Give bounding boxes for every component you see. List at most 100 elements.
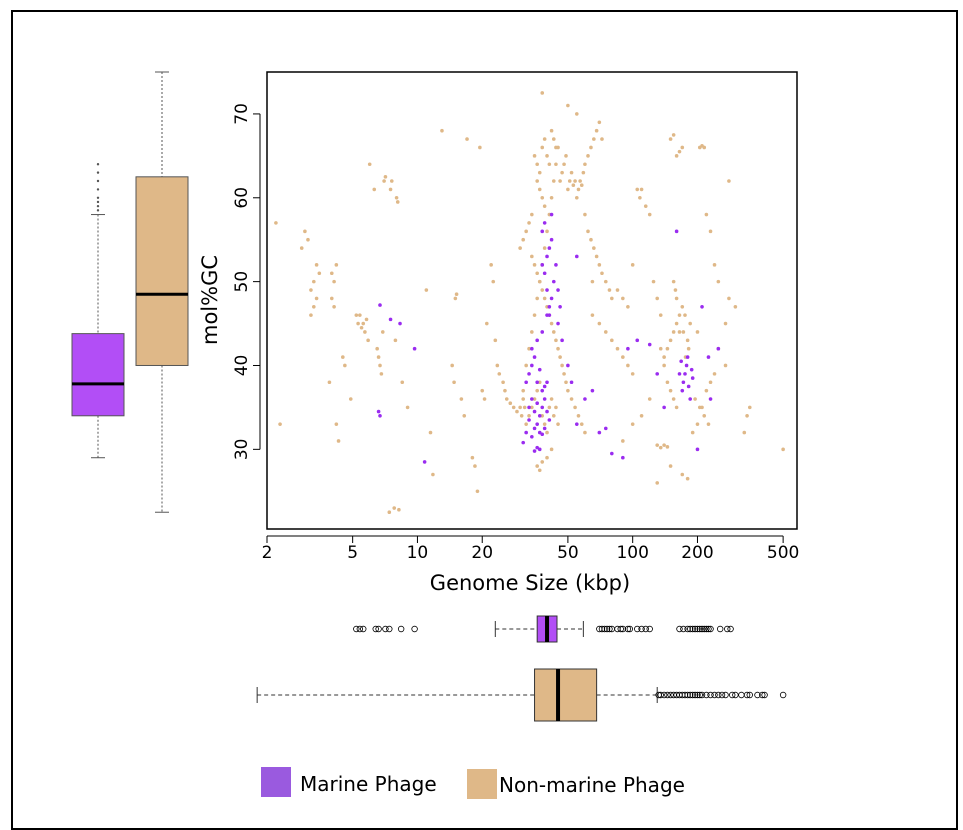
data-point-nonmarine [515,409,519,414]
data-point-nonmarine [359,325,364,330]
data-point-nonmarine [431,472,435,477]
data-point-nonmarine [630,422,635,426]
data-point-marine [540,229,545,234]
data-point-nonmarine [662,355,666,359]
data-point-nonmarine [556,346,560,351]
data-point-marine [545,254,549,259]
data-point-nonmarine [511,405,516,410]
data-point-nonmarine [334,263,339,267]
gc-box [71,333,125,417]
data-point-nonmarine [527,221,531,225]
data-point-nonmarine [574,112,579,116]
x-tick-label: 10 [407,543,429,563]
data-point-nonmarine [621,439,625,443]
data-point-nonmarine [327,380,332,385]
size-outlier [657,691,664,699]
data-point-marine [560,338,564,343]
size-outlier [360,625,367,633]
size-outlier [642,625,649,633]
data-point-nonmarine [542,422,547,426]
data-point-marine [532,449,537,453]
data-point-marine [524,430,528,435]
data-point-nonmarine [428,430,433,435]
data-point-nonmarine [473,464,477,468]
size-outlier [761,691,768,699]
data-point-nonmarine [489,263,493,267]
size-outlier [716,625,724,633]
data-point-nonmarine [389,179,394,183]
data-point-nonmarine [621,355,625,359]
size-outlier [694,625,701,633]
data-point-nonmarine [535,162,539,167]
y-axis-title: mol%GC [198,255,222,345]
data-point-marine [556,288,560,292]
data-point-nonmarine [545,430,549,435]
data-point-nonmarine [450,363,454,368]
data-point-nonmarine [781,447,785,452]
gc-outlier [96,179,100,183]
data-point-marine [532,355,537,359]
data-point-nonmarine [697,405,702,410]
data-point-nonmarine [589,145,593,150]
data-point-nonmarine [440,128,444,133]
data-point-nonmarine [597,321,602,326]
data-point-nonmarine [647,397,652,401]
data-point-nonmarine [354,313,359,317]
size-outlier [718,691,726,699]
data-point-nonmarine [527,413,531,418]
data-point-nonmarine [647,212,652,217]
data-point-nonmarine [317,271,322,276]
data-point-nonmarine [540,195,545,200]
data-point-nonmarine [567,179,572,183]
data-point-marine [535,445,539,450]
data-point-nonmarine [674,154,679,158]
data-point-marine [674,229,679,234]
size-outlier [684,625,691,633]
data-point-nonmarine [695,330,700,334]
data-point-nonmarine [547,405,552,410]
size-outlier [686,625,694,633]
data-point-nonmarine [607,288,612,292]
data-point-nonmarine [508,401,513,406]
y-tick-label: 50 [232,271,252,293]
data-point-nonmarine [521,397,526,401]
data-point-nonmarine [579,422,584,426]
data-point-nonmarine [592,246,596,250]
gc-boxplots [71,71,189,513]
plot-border [266,71,798,530]
size-outlier [696,691,703,699]
data-point-marine [684,363,689,368]
data-point-marine [695,447,700,452]
data-point-marine [686,384,691,389]
data-point-nonmarine [671,397,676,401]
data-point-nonmarine [465,137,469,141]
data-point-nonmarine [712,372,717,376]
data-point-nonmarine [329,271,334,276]
data-point-nonmarine [554,145,558,150]
data-point-marine [590,388,595,393]
data-point-marine [545,380,549,385]
data-point-marine [549,237,554,242]
data-point-nonmarine [537,380,542,385]
size-outlier [667,691,674,699]
data-point-nonmarine [695,422,700,426]
size-outlier [638,625,645,633]
data-point-marine [547,418,552,422]
data-point-nonmarine [581,170,586,175]
data-point-nonmarine [521,388,526,393]
data-point-nonmarine [573,405,577,410]
legend-label-marine: Marine Phage [300,772,437,796]
data-point-nonmarine [674,321,679,326]
data-point-marine [521,440,526,445]
size-outlier [686,691,694,699]
data-point-nonmarine [566,103,570,108]
data-point-marine [558,304,562,309]
data-point-nonmarine [554,338,558,343]
size-outlier [746,691,753,699]
size-outlier [624,625,632,633]
data-point-marine [647,342,652,347]
data-point-nonmarine [704,212,709,217]
data-point-nonmarine [677,330,682,334]
data-point-nonmarine [562,372,566,376]
